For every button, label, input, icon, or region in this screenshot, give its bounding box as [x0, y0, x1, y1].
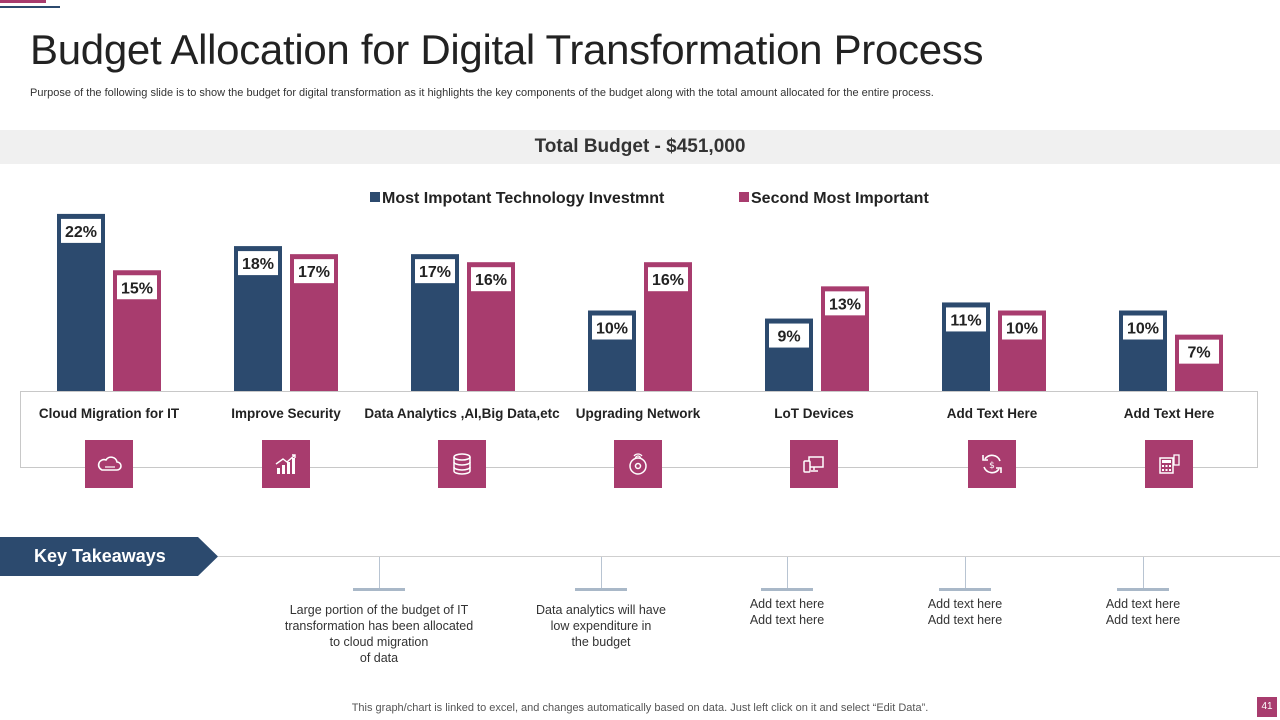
data-label-s2-c1: 15% [121, 280, 153, 297]
takeaway-text-5: Add text here Add text here [1038, 596, 1248, 628]
takeaway-line: of data [359, 651, 399, 665]
total-budget-text: Total Budget - $451,000 [534, 136, 746, 157]
category-label-4: Upgrading Network [575, 406, 701, 421]
data-label-s2-c4: 16% [652, 272, 684, 289]
data-label-box-s1-c7 [1123, 315, 1163, 340]
data-label-s2-c7: 7% [1187, 345, 1210, 362]
takeaway-connector-cap [761, 588, 813, 591]
takeaway-line: to cloud migration [329, 635, 429, 649]
category-label-6: Add Text Here [946, 406, 1038, 421]
category-label-5: LoT Devices [774, 406, 854, 421]
key-takeaways-tag: Key Takeaways [0, 537, 218, 576]
takeaway-line: Add text here [1105, 597, 1181, 611]
data-label-box-s1-c1 [61, 218, 101, 243]
data-label-s2-c5: 13% [829, 296, 861, 313]
takeaway-connector-cap [1117, 588, 1169, 591]
bar-s1-c1 [57, 213, 105, 391]
slide-title: Budget Allocation for Digital Transforma… [30, 26, 984, 73]
data-label-box-s1-c6 [946, 307, 986, 332]
legend-swatch-1 [370, 192, 380, 202]
takeaway-connector-cap [575, 588, 627, 591]
growth-chart-icon [262, 440, 310, 488]
network-disc-icon [614, 440, 662, 488]
takeaway-connector [965, 557, 966, 589]
svg-text:$: $ [989, 461, 995, 471]
takeaway-line: Large portion of the budget of IT [289, 603, 469, 617]
takeaway-line: transformation has been allocated [284, 619, 474, 633]
cloud-icon [85, 440, 133, 488]
takeaway-text-3: Add text here Add text here [682, 596, 892, 628]
takeaway-line: Add text here [1105, 613, 1181, 627]
category-label-2: Improve Security [231, 406, 341, 421]
takeaway-connector [787, 557, 788, 589]
data-label-s2-c2: 17% [298, 264, 330, 281]
data-label-s1-c7: 10% [1127, 321, 1159, 338]
data-label-box-s2-c6 [1002, 315, 1042, 340]
takeaway-line: the budget [571, 635, 631, 649]
data-label-box-s2-c4 [648, 267, 688, 292]
takeaway-line: Add text here [927, 613, 1003, 627]
data-label-s1-c5: 9% [777, 329, 800, 346]
category-label-3: Data Analytics ,AI,Big Data,etc [364, 406, 560, 421]
data-label-box-s1-c3 [415, 259, 455, 284]
category-label-7: Add Text Here [1123, 406, 1215, 421]
legend-label-2: Second Most Important [751, 190, 929, 207]
legend-label-1: Most Impotant Technology Investmnt [382, 190, 665, 207]
devices-icon [790, 440, 838, 488]
data-label-box-s2-c7 [1179, 339, 1219, 364]
slide-subtitle: Purpose of the following slide is to sho… [30, 87, 934, 99]
takeaway-connector [379, 557, 380, 589]
takeaway-connector-cap [353, 588, 405, 591]
page-number: 41 [1257, 697, 1277, 717]
legend-swatch-2 [739, 192, 749, 202]
data-label-box-s2-c3 [471, 267, 511, 292]
takeaway-text-4: Add text here Add text here [860, 596, 1070, 628]
data-label-s1-c2: 18% [242, 256, 274, 273]
data-label-s1-c6: 11% [950, 312, 981, 329]
category-label-1: Cloud Migration for IT [38, 406, 180, 421]
data-label-s2-c6: 10% [1006, 321, 1038, 338]
data-label-box-s2-c2 [294, 259, 334, 284]
refresh-cycle-icon: $ [968, 440, 1016, 488]
takeaways-divider [218, 556, 1280, 557]
budget-bar-chart[interactable]: Most Impotant Technology Investmnt Second… [0, 180, 1280, 395]
footer-note: This graph/chart is linked to excel, and… [351, 702, 929, 714]
data-label-s1-c4: 10% [596, 321, 628, 338]
takeaway-text-1: Large portion of the budget of IT transfo… [274, 602, 484, 666]
database-icon [438, 440, 486, 488]
top-accent-bar [0, 0, 60, 8]
data-label-box-s1-c5 [769, 323, 809, 348]
takeaway-line: Add text here [749, 597, 825, 611]
takeaway-connector-cap [939, 588, 991, 591]
takeaway-line: Add text here [927, 597, 1003, 611]
data-label-box-s2-c5 [825, 291, 865, 316]
takeaway-line: Add text here [749, 613, 825, 627]
takeaway-text-2: Data analytics will have low expenditure … [496, 602, 706, 650]
takeaway-line: low expenditure in [550, 619, 652, 633]
key-takeaways-heading: Key Takeaways [34, 546, 166, 566]
calculator-icon [1145, 440, 1193, 488]
takeaway-connector [1143, 557, 1144, 589]
data-label-s2-c3: 16% [475, 272, 507, 289]
takeaway-connector [601, 557, 602, 589]
data-label-box-s2-c1 [117, 275, 157, 300]
data-label-box-s1-c2 [238, 251, 278, 276]
data-label-s1-c1: 22% [65, 224, 97, 241]
data-label-box-s1-c4 [592, 315, 632, 340]
total-budget-band: Total Budget - $451,000 [0, 130, 1280, 164]
takeaway-line: Data analytics will have [536, 603, 666, 617]
data-label-s1-c3: 17% [419, 264, 451, 281]
